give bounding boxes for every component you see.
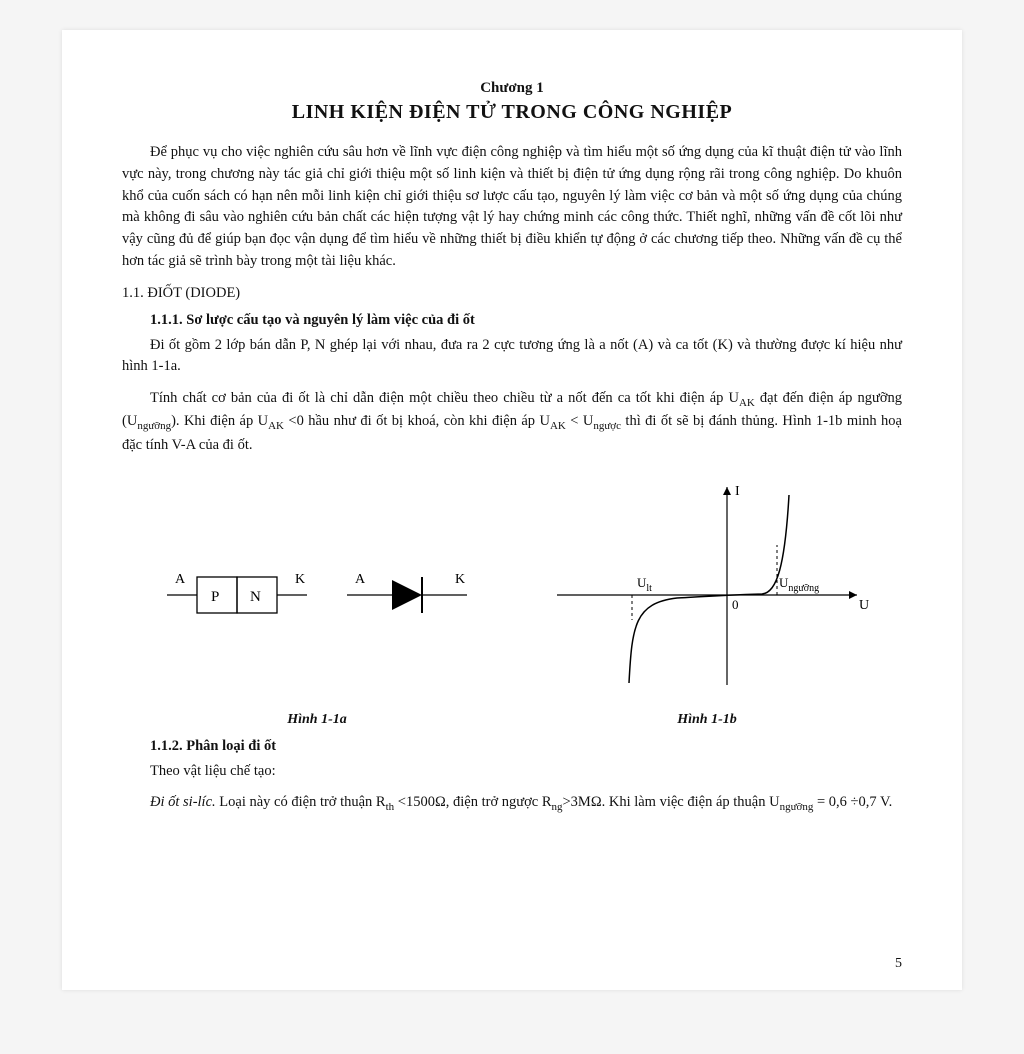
label-P: P: [211, 589, 219, 605]
axis-U: U: [859, 598, 869, 613]
label-zero: 0: [732, 597, 739, 612]
intro-paragraph: Để phục vụ cho việc nghiên cứu sâu hơn v…: [122, 142, 902, 273]
figure-1-1a: A P N K A K: [122, 525, 512, 650]
text: ). Khi điện áp U: [171, 413, 268, 429]
text: Tính chất cơ bản của đi ốt là chỉ dẫn đi…: [150, 390, 739, 406]
label-N: N: [250, 589, 261, 605]
sub: ngược: [593, 420, 621, 432]
sub: AK: [550, 420, 566, 432]
chapter-number: Chương 1: [122, 80, 902, 97]
sub: ng: [552, 801, 563, 813]
text: < U: [566, 413, 593, 429]
iv-curve-icon: I U 0 Ungưỡng Ult: [537, 475, 877, 695]
page: Chương 1 LINH KIỆN ĐIỆN TỬ TRONG CÔNG NG…: [62, 30, 962, 990]
label-K2: K: [455, 572, 465, 587]
sub: AK: [739, 397, 755, 409]
page-number: 5: [895, 956, 902, 972]
subsection-1-1-1: 1.1.1. Sơ lược cấu tạo và nguyên lý làm …: [150, 312, 902, 329]
text: <1500Ω, điện trở ngược R: [394, 794, 551, 810]
label-A: A: [175, 572, 186, 587]
para-111b: Tính chất cơ bản của đi ốt là chỉ dẫn đi…: [122, 388, 902, 457]
sub: ngưỡng: [137, 420, 171, 432]
sub: AK: [268, 420, 284, 432]
sub: th: [386, 801, 395, 813]
axis-I: I: [735, 484, 740, 499]
para-112b: Đi ốt si-líc. Loại này có điện trở thuận…: [122, 792, 902, 815]
figure-1-1b: I U 0 Ungưỡng Ult: [512, 475, 902, 700]
caption-1-1a: Hình 1-1a: [287, 712, 347, 728]
label-Unguong: Ungưỡng: [779, 575, 819, 594]
chapter-title: LINH KIỆN ĐIỆN TỬ TRONG CÔNG NGHIỆP: [122, 101, 902, 124]
text: Loại này có điện trở thuận R: [216, 794, 386, 810]
diode-diagram-icon: A P N K A K: [147, 525, 487, 645]
figures-row: A P N K A K: [122, 475, 902, 700]
figure-captions: Hình 1-1a Hình 1-1b: [122, 712, 902, 728]
para-112a: Theo vật liệu chế tạo:: [122, 761, 902, 783]
label-K: K: [295, 572, 305, 587]
sub: ngưỡng: [780, 801, 814, 813]
label-A2: A: [355, 572, 366, 587]
text: >3MΩ. Khi làm việc điện áp thuận U: [563, 794, 780, 810]
text: <0 hầu như đi ốt bị khoá, còn khi điện á…: [284, 413, 550, 429]
text-italic: Đi ốt si-líc.: [150, 794, 216, 810]
para-111a: Đi ốt gồm 2 lớp bán dẫn P, N ghép lại vớ…: [122, 335, 902, 379]
subsection-1-1-2: 1.1.2. Phân loại đi ốt: [150, 738, 902, 755]
text: = 0,6 ÷0,7 V.: [813, 794, 892, 810]
caption-1-1b: Hình 1-1b: [677, 712, 737, 728]
section-1-1: 1.1. ĐIỐT (DIODE): [122, 285, 902, 302]
label-Ult: Ult: [637, 575, 652, 594]
